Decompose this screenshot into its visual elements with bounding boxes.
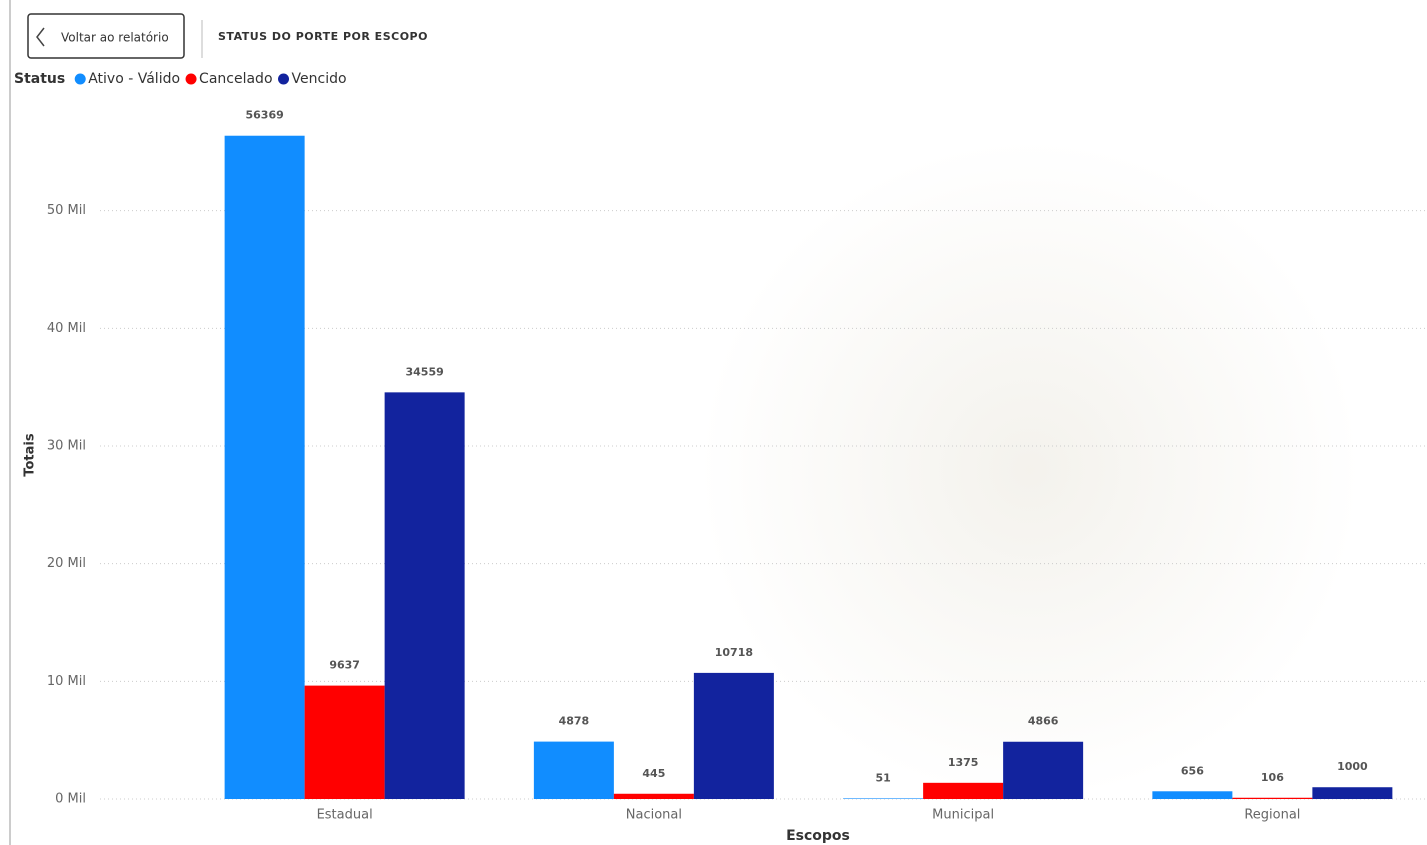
data-label: 656 <box>1181 764 1204 777</box>
background-decoration <box>700 140 1360 800</box>
bar <box>304 685 385 799</box>
data-label: 56369 <box>245 109 283 122</box>
legend-label: Vencido <box>292 71 347 87</box>
x-tick-label: Regional <box>1244 808 1300 823</box>
y-tick-label: 10 Mil <box>47 674 86 689</box>
bar <box>1232 797 1313 799</box>
chart-title: STATUS DO PORTE POR ESCOPO <box>218 30 428 43</box>
x-tick-label: Nacional <box>626 808 682 823</box>
data-label: 51 <box>875 771 890 784</box>
back-button-label[interactable]: Voltar ao relatório <box>61 31 169 45</box>
data-label: 445 <box>642 767 665 780</box>
data-label: 4878 <box>559 715 590 728</box>
bar <box>224 135 305 800</box>
y-tick-label: 30 Mil <box>47 439 86 454</box>
data-label: 9637 <box>329 659 360 672</box>
y-axis-title: Totais <box>23 433 38 477</box>
y-tick-label: 40 Mil <box>47 321 86 336</box>
legend-label: Ativo - Válido <box>88 71 180 87</box>
data-label: 34559 <box>405 365 443 378</box>
bar <box>613 793 694 799</box>
y-tick-label: 0 Mil <box>55 792 86 807</box>
legend-marker <box>278 73 290 85</box>
legend-marker <box>74 73 86 85</box>
legend-marker <box>185 73 197 85</box>
bar <box>923 782 1004 799</box>
data-label: 1375 <box>948 756 979 769</box>
x-axis-title: Escopos <box>786 828 850 844</box>
legend-label: Cancelado <box>199 71 272 87</box>
x-tick-label: Municipal <box>932 808 994 823</box>
bar <box>1152 791 1233 799</box>
legend-title: Status <box>14 71 65 87</box>
bar <box>843 798 924 799</box>
bar <box>1003 741 1084 799</box>
bar <box>1312 787 1393 799</box>
bar <box>533 741 614 799</box>
bar <box>384 392 465 799</box>
bar <box>693 672 774 799</box>
data-label: 1000 <box>1337 760 1368 773</box>
back-button-box[interactable] <box>27 13 185 59</box>
back-button[interactable]: Voltar ao relatório <box>27 13 185 59</box>
x-tick-label: Estadual <box>317 808 373 823</box>
data-label: 10718 <box>715 646 753 659</box>
data-label: 106 <box>1261 771 1284 784</box>
data-label: 4866 <box>1028 715 1059 728</box>
back-arrow[interactable] <box>36 27 45 47</box>
y-tick-label: 20 Mil <box>47 556 86 571</box>
y-tick-label: 50 Mil <box>47 203 86 218</box>
